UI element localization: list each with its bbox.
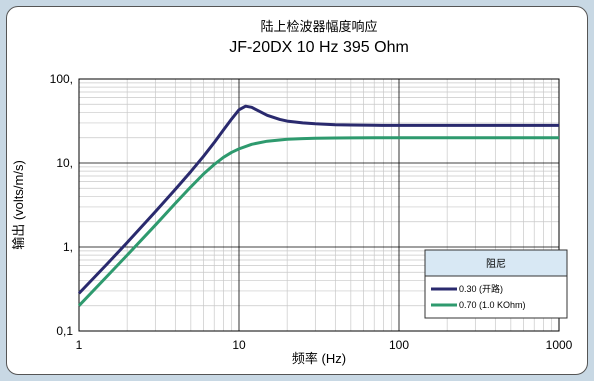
legend: 阻尼 0.30 (开路) 0.70 (1.0 KOhm) (424, 249, 568, 319)
y-tick-labels: 0,1 1, 10, 100, (50, 72, 74, 338)
legend-label-1: 0.30 (开路) (459, 283, 503, 294)
chart-svg: 陆上检波器幅度响应 JF-20DX 10 Hz 395 Ohm 0,1 1, 10,… (11, 19, 573, 366)
x-axis-label: 频率 (Hz) (292, 351, 346, 366)
chart-title: 陆上检波器幅度响应 (260, 19, 377, 34)
x-tick-label: 10 (232, 338, 246, 352)
x-tick-label: 1 (76, 338, 83, 352)
y-tick-label: 10, (56, 156, 73, 170)
legend-items: 0.30 (开路) 0.70 (1.0 KOhm) (431, 283, 526, 310)
x-tick-label: 1000 (546, 338, 573, 352)
legend-title: 阻尼 (486, 258, 506, 270)
y-tick-label: 100, (50, 72, 73, 86)
legend-entries-box (424, 275, 568, 319)
y-axis-label: 输出 (volts/m/s) (11, 160, 26, 250)
chart-subtitle: JF-20DX 10 Hz 395 Ohm (229, 39, 409, 56)
series-lines (77, 104, 559, 307)
x-tick-label: 100 (389, 338, 409, 352)
y-tick-label: 0,1 (56, 324, 73, 338)
series-line-1 (77, 104, 559, 295)
plot-border (78, 78, 560, 332)
series-line-2 (77, 136, 559, 307)
legend-label-2: 0.70 (1.0 KOhm) (459, 300, 526, 310)
x-tick-labels: 1 10 100 1000 (76, 338, 573, 352)
legend-title-box (424, 249, 568, 277)
y-tick-label: 1, (63, 240, 73, 254)
chart-frame: 陆上检波器幅度响应 JF-20DX 10 Hz 395 Ohm 0,1 1, 10,… (6, 6, 588, 375)
